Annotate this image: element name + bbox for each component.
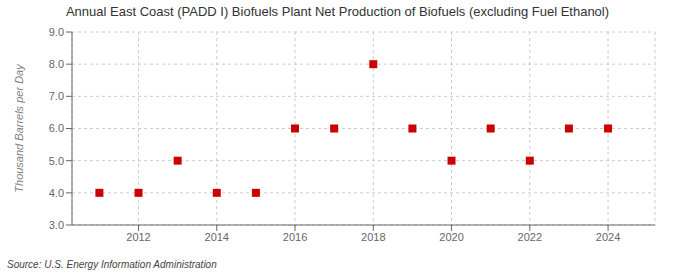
- svg-text:4.0: 4.0: [49, 187, 64, 199]
- html-text:Source: U.S. Energy Informatio: Source: U.S. Energy Information Administ…: [7, 259, 217, 270]
- svg-text:3.0: 3.0: [49, 219, 64, 231]
- svg-text:2022: 2022: [518, 231, 542, 243]
- svg-text:6.0: 6.0: [49, 122, 64, 134]
- svg-text:5.0: 5.0: [49, 155, 64, 167]
- svg-text:9.0: 9.0: [49, 26, 64, 38]
- svg-text:2018: 2018: [361, 231, 385, 243]
- svg-text:2012: 2012: [126, 231, 150, 243]
- html-text:Annual East Coast (PADD I) Bio: Annual East Coast (PADD I) Biofuels Plan…: [65, 4, 610, 19]
- svg-text:Thousand Barrels per Day: Thousand Barrels per Day: [13, 63, 25, 193]
- svg-text:2020: 2020: [439, 231, 463, 243]
- svg-text:2024: 2024: [596, 231, 620, 243]
- svg-text:2014: 2014: [205, 231, 229, 243]
- svg-text:2016: 2016: [283, 231, 307, 243]
- svg-text:8.0: 8.0: [49, 58, 64, 70]
- svg-text:7.0: 7.0: [49, 90, 64, 102]
